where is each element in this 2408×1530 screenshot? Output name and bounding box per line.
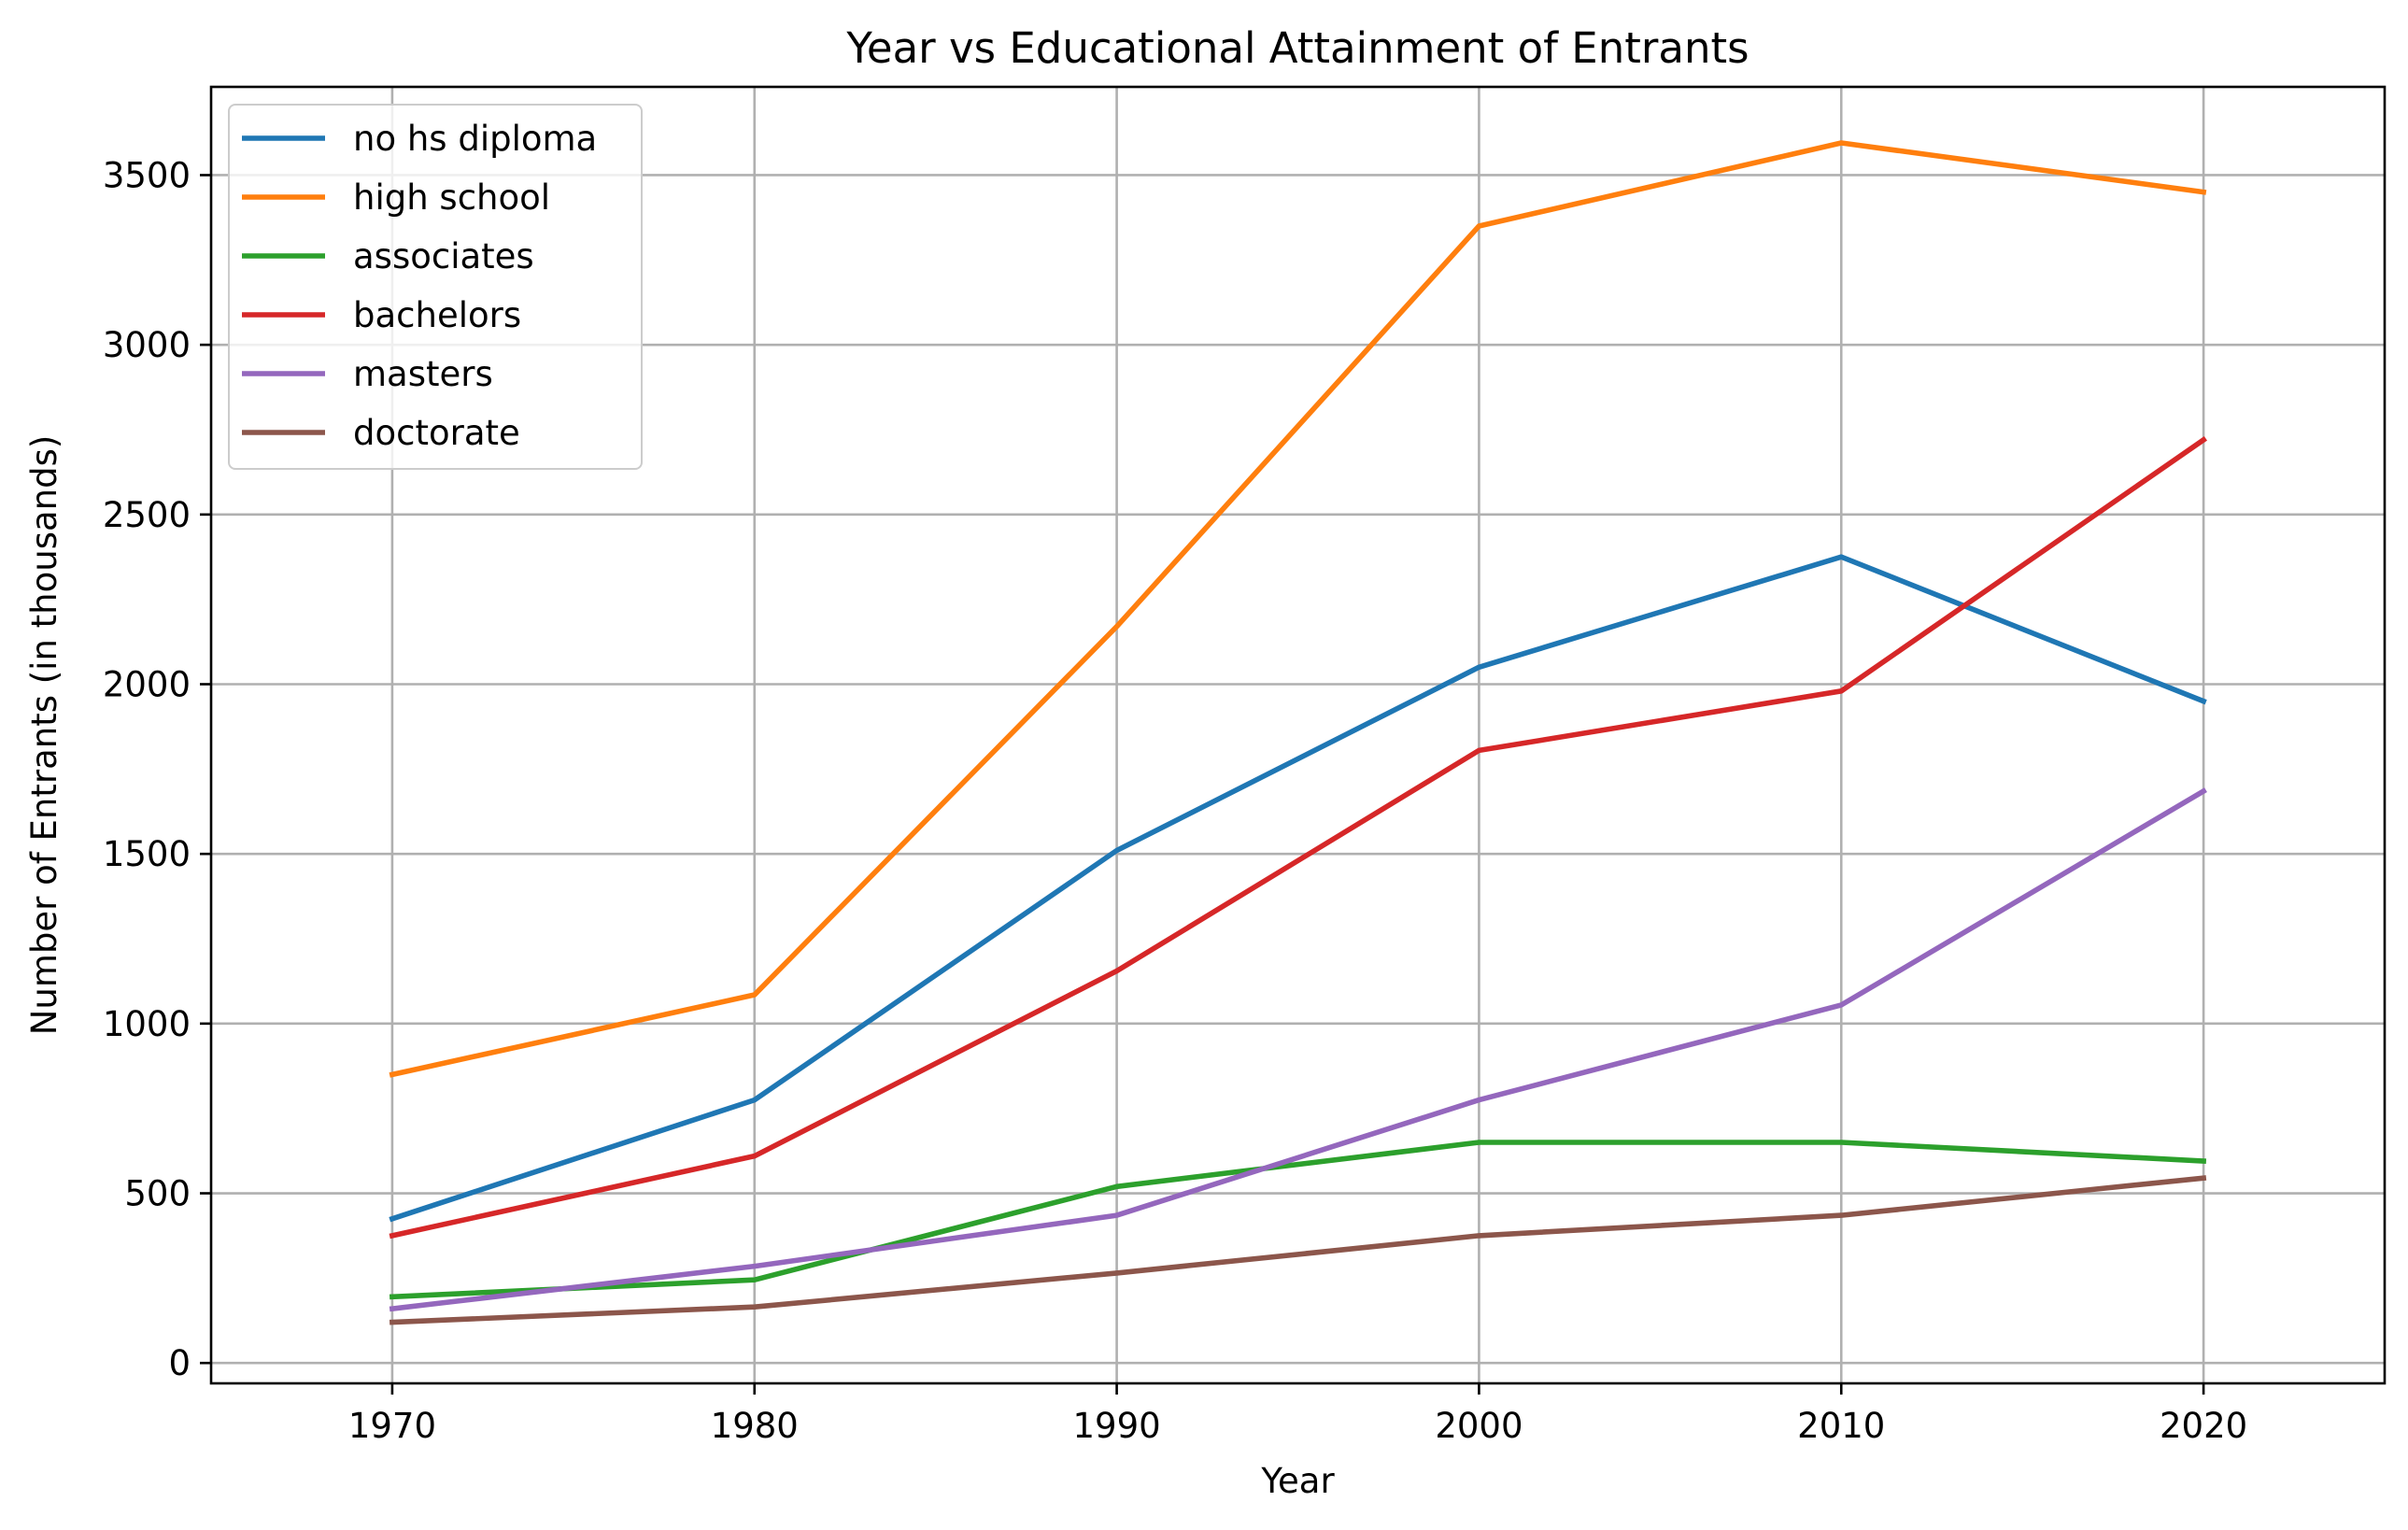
- y-tick-label: 2500: [103, 495, 191, 535]
- x-tick-label: 1970: [348, 1406, 436, 1446]
- series-line-bachelors: [389, 436, 2207, 1240]
- chart-title: Year vs Educational Attainment of Entran…: [845, 23, 1749, 73]
- y-tick-label: 3000: [103, 325, 191, 365]
- y-tick-label: 0: [168, 1343, 191, 1383]
- legend-label: masters: [353, 354, 493, 394]
- legend: no hs diploma high school associates bachel…: [228, 104, 643, 470]
- y-tick-label: 2000: [103, 664, 191, 704]
- axis-ticks: 1970 1980 1990 2000 2010 2020 0 500 1000 1500 2000…: [103, 155, 2247, 1446]
- y-tick-label: 3500: [103, 155, 191, 195]
- series-lines: [389, 140, 2207, 1325]
- y-axis-label: Number of Entrants (in thousands): [24, 435, 64, 1036]
- x-tick-label: 2010: [1797, 1406, 1885, 1446]
- x-tick-label: 1980: [711, 1406, 799, 1446]
- legend-label: no hs diploma: [353, 119, 597, 159]
- x-axis-label: Year: [1260, 1461, 1335, 1501]
- plot-frame: [209, 85, 2387, 1385]
- series-line-masters: [389, 787, 2207, 1312]
- x-tick-label: 2000: [1435, 1406, 1523, 1446]
- x-tick-label: 2020: [2160, 1406, 2247, 1446]
- series-line-no-hs-diploma: [389, 554, 2207, 1223]
- legend-label: associates: [353, 236, 534, 276]
- legend-box: [228, 104, 643, 470]
- y-tick-label: 500: [124, 1174, 191, 1214]
- series-line-associates: [389, 1140, 2207, 1300]
- y-tick-label: 1000: [103, 1004, 191, 1044]
- legend-label: doctorate: [353, 413, 520, 453]
- legend-label: bachelors: [353, 295, 521, 335]
- series-line-doctorate: [389, 1175, 2207, 1325]
- x-tick-label: 1990: [1072, 1406, 1160, 1446]
- series-line-high-school: [389, 140, 2207, 1078]
- y-tick-label: 1500: [103, 834, 191, 874]
- legend-label: high school: [353, 177, 550, 218]
